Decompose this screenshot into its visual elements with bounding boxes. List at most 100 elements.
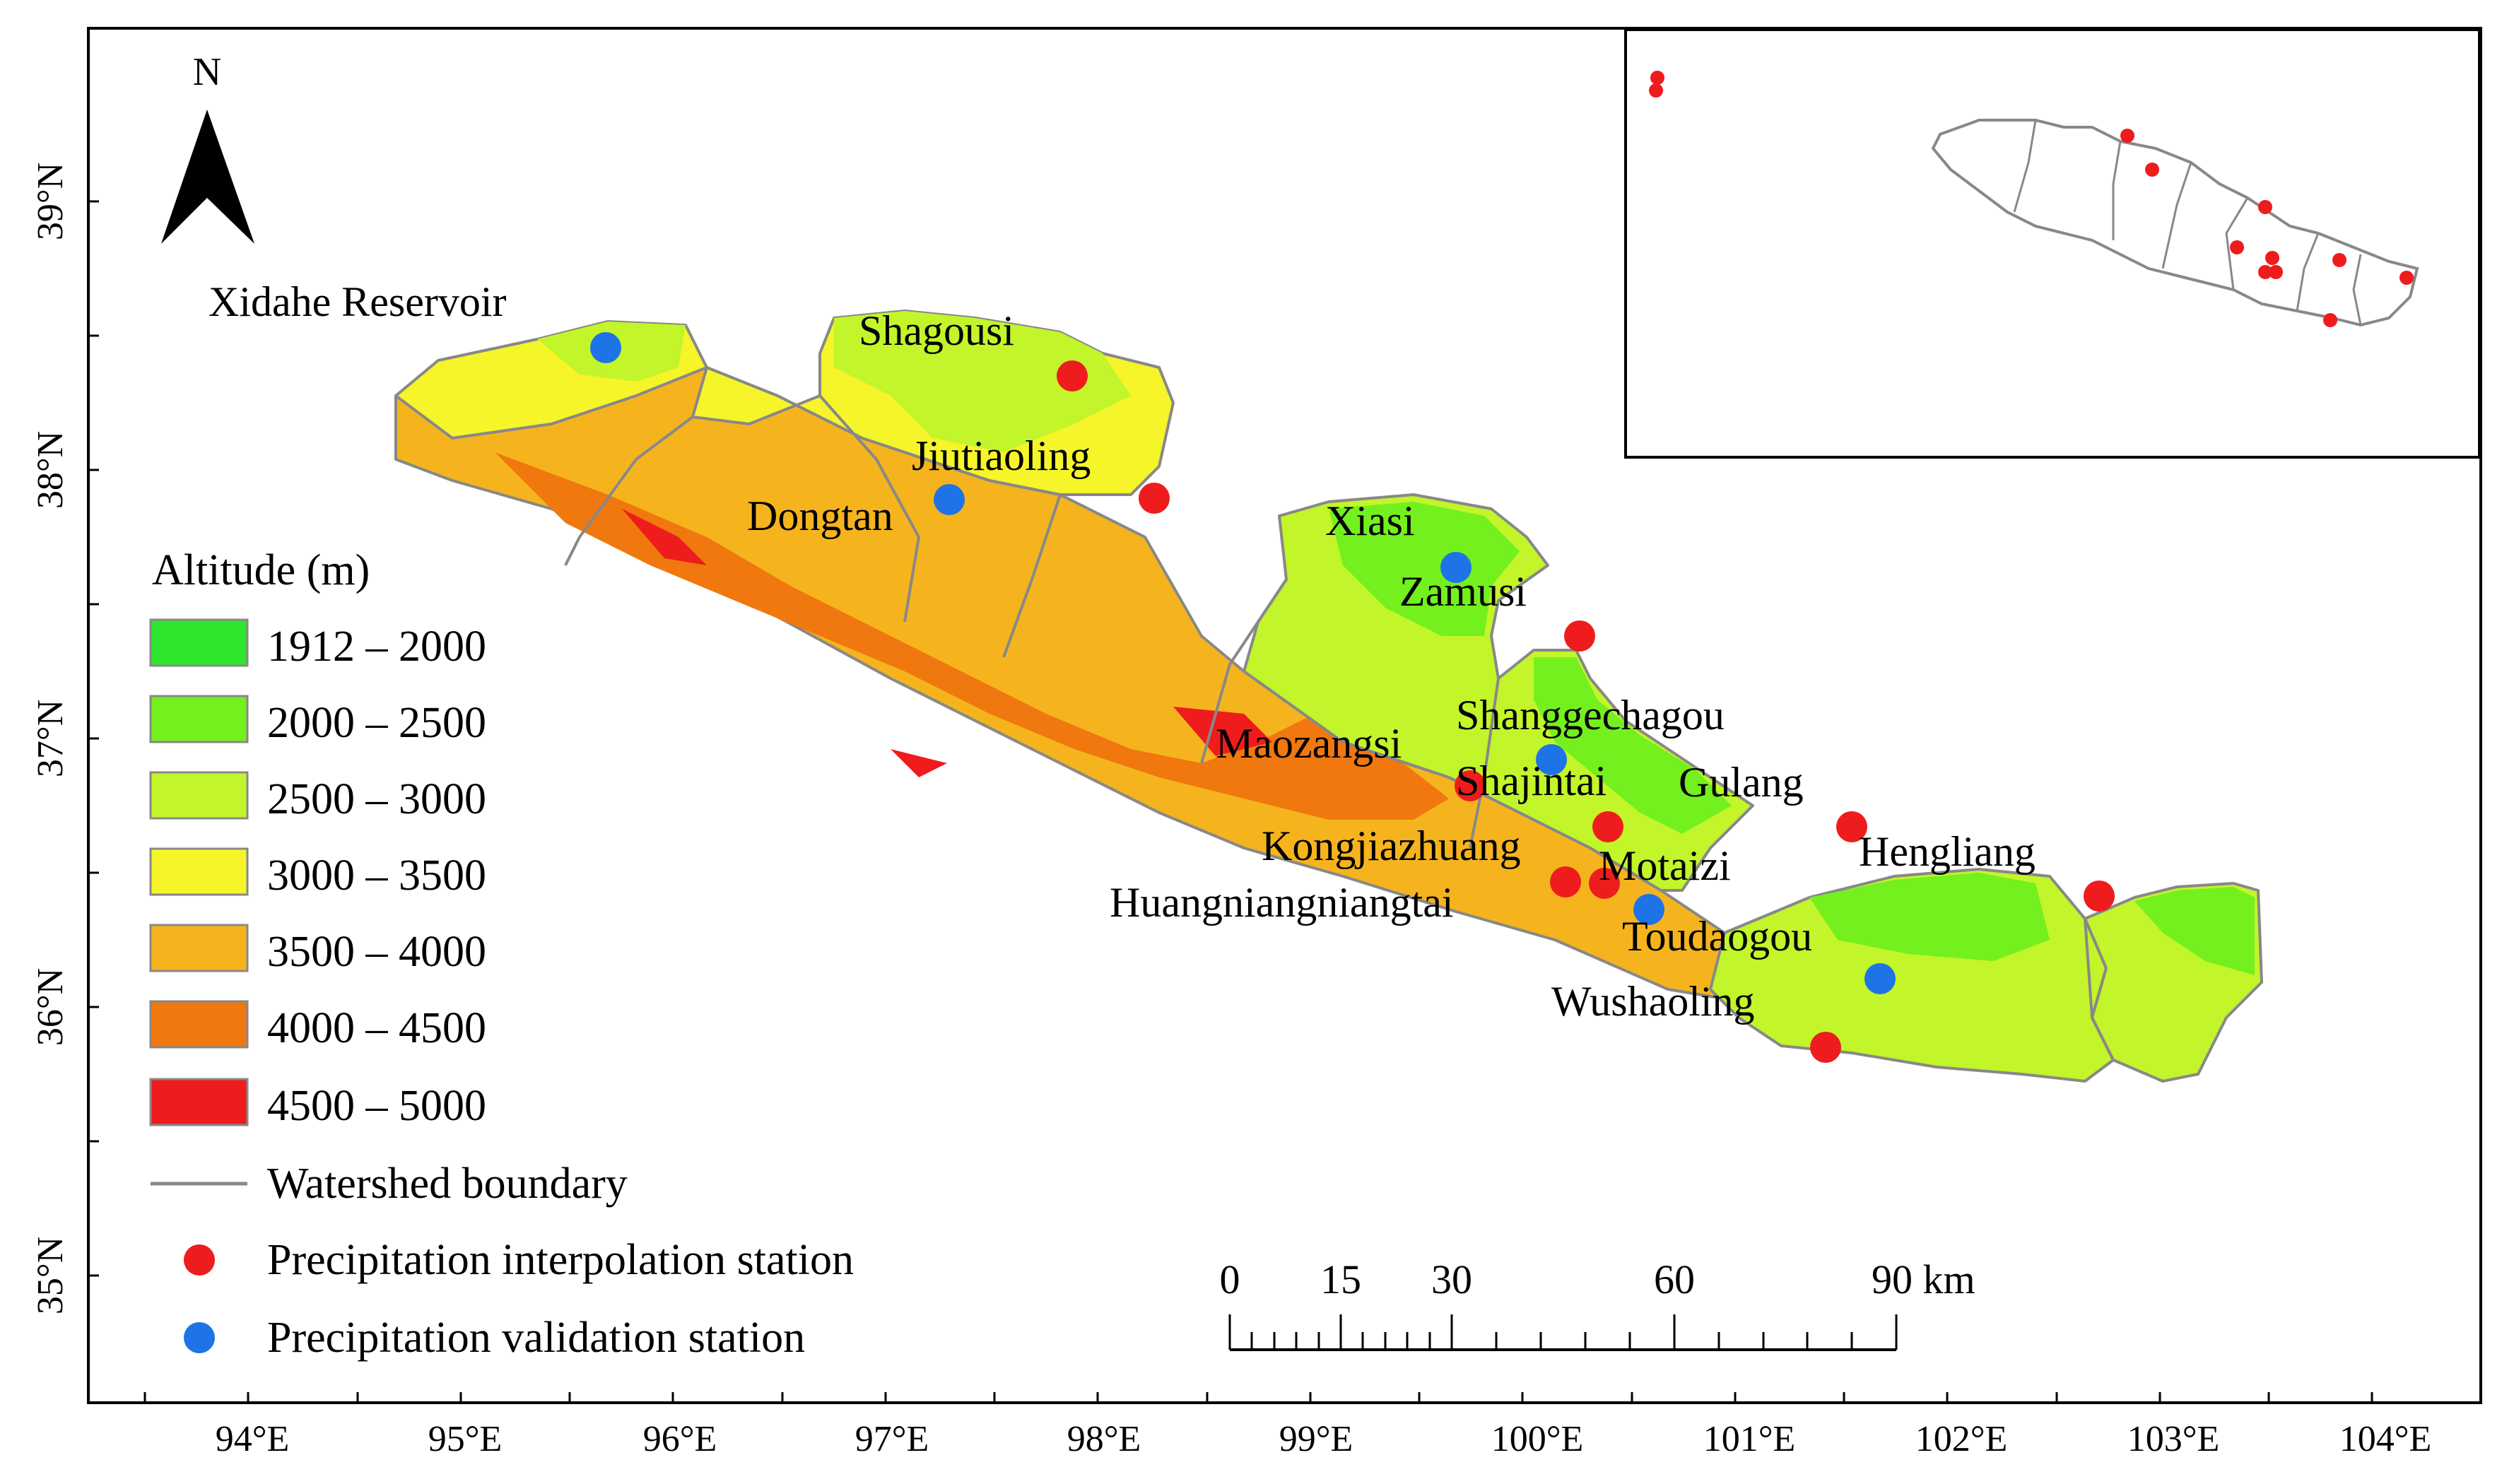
legend-class-label: 2500 – 3000: [267, 775, 486, 823]
x-tick-label: 94°E: [216, 1419, 290, 1459]
station-label-huangniangniangtai: Huangniangniangtai: [1110, 879, 1454, 926]
y-tick-label: 37°N: [30, 700, 71, 777]
legend-swatch: [149, 1000, 249, 1049]
scale-label-0: 0: [1220, 1256, 1240, 1302]
watershed-regions: [394, 310, 2263, 1083]
inset-boundary-line: [2112, 141, 2122, 240]
inset-boundary-line: [2352, 254, 2362, 326]
scale-bar: 0 15 30 60 90 km: [1220, 1256, 1975, 1351]
x-tick-label: 100°E: [1491, 1419, 1584, 1459]
station-marker-xiasi: [1440, 552, 1472, 583]
inset-station-dot: [2332, 253, 2347, 267]
legend-interp-dot: [184, 1244, 215, 1276]
boundary-line: [1200, 578, 1288, 764]
legend-class-6: 4000 – 4500: [149, 1000, 486, 1052]
station-marker-kongjiazhuang: [1592, 811, 1623, 842]
inset-station-dot: [2258, 200, 2272, 214]
region-nw-green: [537, 311, 1131, 452]
scale-label-15: 15: [1320, 1256, 1361, 1302]
station-label-zamusi: Zamusi: [1399, 568, 1527, 615]
station-label-xiasi: Xiasi: [1325, 497, 1415, 544]
region-southeast-green: [1809, 873, 2255, 975]
station-marker-shagousi: [1057, 360, 1088, 391]
boundary-line: [1469, 678, 1500, 849]
legend-class-label: 3500 – 4000: [267, 928, 486, 976]
station-label-gulang: Gulang: [1679, 759, 1804, 806]
station-marker-zamusi: [1564, 620, 1595, 652]
legend: Altitude (m) 1912 – 2000 2000 – 2500 250…: [149, 546, 854, 1362]
region-xiasi-green: [1329, 502, 1732, 834]
north-arrow: N: [161, 50, 254, 244]
scale-label-60: 60: [1654, 1256, 1695, 1302]
legend-class-label: 2000 – 2500: [267, 699, 486, 747]
inset-stations: [1649, 71, 2414, 327]
legend-class-5: 3500 – 4000: [149, 924, 486, 976]
legend-swatch: [149, 924, 249, 972]
inset-boundary-line: [2296, 232, 2320, 312]
station-marker-gulang: [1836, 811, 1867, 842]
station-marker-motaizi: [1589, 868, 1620, 899]
boundary-line: [1002, 494, 1062, 658]
x-axis: 94°E 95°E 96°E 97°E 98°E 99°E 100°E 101°…: [143, 1392, 2432, 1459]
legend-class-4: 3000 – 3500: [149, 847, 486, 900]
scale-label-30: 30: [1431, 1256, 1472, 1302]
legend-class-2: 2000 – 2500: [149, 695, 486, 747]
inset-station-dot: [2230, 240, 2244, 254]
station-label-kongjiazhuang: Kongjiazhuang: [1262, 823, 1521, 869]
x-tick-label: 102°E: [1915, 1419, 2008, 1459]
boundary-line: [818, 394, 921, 623]
x-tick-label: 104°E: [2339, 1419, 2432, 1459]
inset-station-dot: [2269, 265, 2283, 279]
station-marker-dongtan: [934, 484, 965, 515]
inset-station-dot: [2145, 163, 2159, 177]
station-marker-shanggechagou: [1536, 744, 1567, 775]
legend-valid-dot: [184, 1322, 215, 1353]
station-marker-huangniangniangtai: [1550, 866, 1581, 897]
station-marker-hengliang: [2084, 881, 2115, 912]
station-label-maozangsi: Maozangsi: [1216, 720, 1402, 767]
x-tick-label: 101°E: [1703, 1419, 1796, 1459]
station-label-motaizi: Motaizi: [1599, 842, 1731, 889]
x-tick-label: 99°E: [1279, 1419, 1353, 1459]
legend-swatch: [149, 695, 249, 743]
inset-map: [1624, 28, 2481, 459]
x-tick-label: 103°E: [2127, 1419, 2220, 1459]
inset-boundary-line: [2013, 119, 2037, 213]
legend-boundary-label: Watershed boundary: [267, 1160, 628, 1208]
legend-swatch: [149, 847, 249, 896]
stations-layer: Xidahe Reservoir Shagousi Jiutiaoling Do…: [208, 278, 2115, 1063]
boundary-line: [564, 416, 694, 566]
x-tick-label: 97°E: [855, 1419, 929, 1459]
legend-class-3: 2500 – 3000: [149, 771, 486, 823]
inset-watershed-outline: [1931, 119, 2419, 327]
y-tick-label: 39°N: [30, 163, 71, 240]
station-marker-jiutiaoling: [1139, 483, 1170, 514]
legend-interp-label: Precipitation interpolation station: [267, 1236, 854, 1284]
inset-station-dot: [2400, 271, 2414, 285]
inset-station-dot: [2265, 251, 2279, 265]
legend-swatch: [149, 618, 249, 667]
region-high-peaks: [495, 452, 1449, 820]
inset-station-dot: [1650, 71, 1664, 85]
station-marker-tianzhu: [1810, 1032, 1841, 1063]
scale-label-90: 90 km: [1872, 1256, 1975, 1302]
station-label-wushaoling: Wushaoling: [1551, 978, 1755, 1025]
inset-station-dot: [1649, 83, 1663, 98]
inset-station-dot: [2323, 313, 2337, 327]
y-axis: 39°N 38°N 37°N 36°N 35°N: [30, 163, 99, 1314]
legend-swatch: [149, 771, 249, 820]
inset-station-dot: [2120, 129, 2134, 143]
station-label-shajintai: Shajintai: [1456, 758, 1607, 804]
legend-swatch: [149, 1078, 249, 1126]
station-label-dongtan: Dongtan: [747, 493, 893, 539]
y-tick-label: 36°N: [30, 968, 71, 1046]
north-arrow-label: N: [193, 50, 221, 94]
y-tick-label: 38°N: [30, 431, 71, 509]
legend-class-label: 3000 – 3500: [267, 852, 486, 900]
x-axis-ticks: [143, 1392, 2373, 1403]
station-marker-toudaogou: [1633, 894, 1664, 925]
y-tick-label: 35°N: [30, 1237, 71, 1314]
station-label-jiutiaoling: Jiutiaoling: [912, 432, 1091, 479]
watershed-boundaries: [564, 394, 2115, 1061]
